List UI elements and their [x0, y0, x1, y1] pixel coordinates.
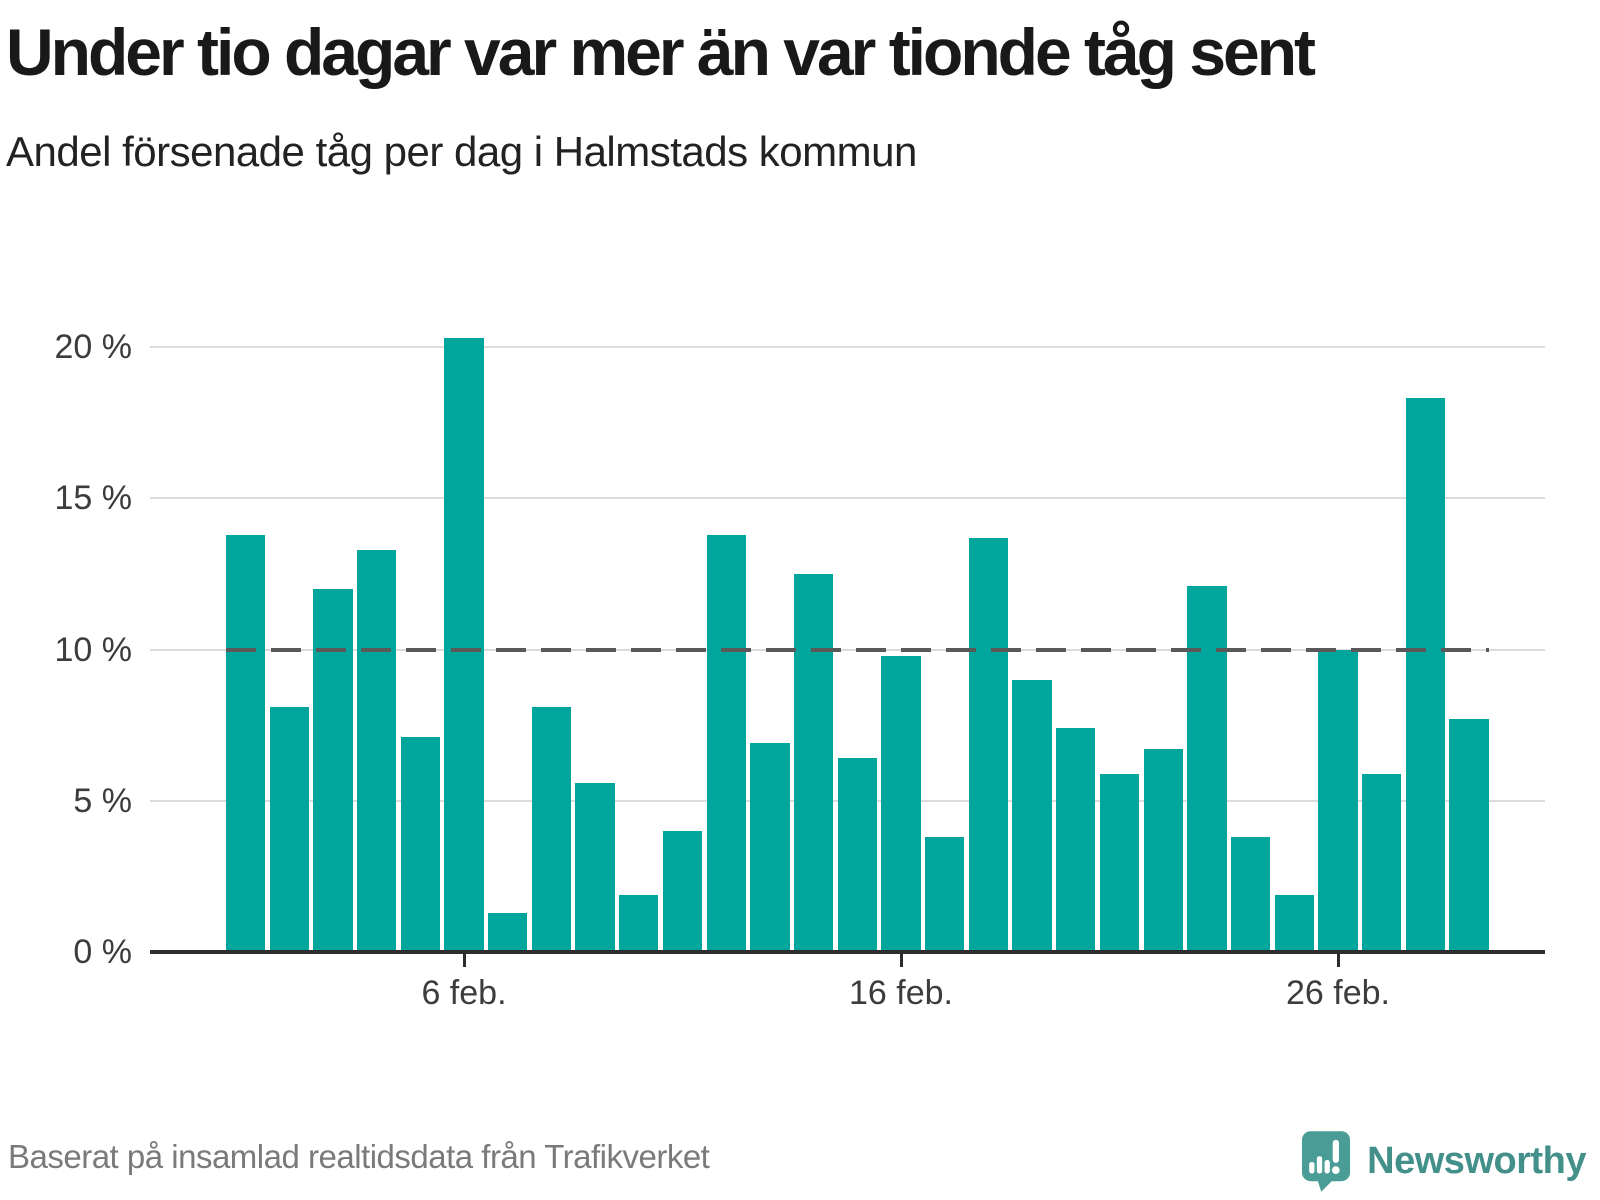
bar-feb-26	[1318, 649, 1358, 952]
page-subtitle: Andel försenade tåg per dag i Halmstads …	[6, 128, 917, 175]
x-axis-line	[150, 950, 1545, 954]
bar-feb-14	[793, 573, 834, 952]
bar-feb-19	[1012, 679, 1052, 952]
bar-feb-2	[269, 706, 309, 952]
gridline-20pct	[150, 346, 1545, 348]
y-axis-label-15: 15 %	[54, 479, 133, 518]
y-axis-label-20: 20 %	[54, 328, 133, 366]
brand-logo: Newsworthy	[1301, 1130, 1586, 1192]
x-tick-16-feb	[899, 954, 903, 967]
x-axis-label-6-feb: 6 feb.	[421, 974, 507, 1012]
x-tick-26-feb	[1336, 954, 1340, 967]
bar-feb-10	[619, 894, 659, 952]
x-axis-label-26-feb: 26 feb.	[1286, 974, 1390, 1012]
bar-feb-23	[1187, 585, 1227, 952]
bar-feb-17	[925, 837, 965, 952]
page-title: Under tio dagar var mer än var tionde tå…	[6, 15, 1316, 89]
y-axis-label-5: 5 %	[73, 781, 132, 820]
bar-feb-13	[750, 743, 790, 952]
bar-feb-22	[1143, 749, 1183, 952]
speech-bubble-shape	[1302, 1131, 1351, 1182]
bar-feb-7	[488, 912, 528, 952]
source-note: Baserat på insamlad realtidsdata från Tr…	[8, 1138, 710, 1175]
x-tick-6-feb	[462, 954, 466, 967]
bar-feb-11	[662, 831, 703, 952]
gridline-15pct	[150, 497, 1545, 500]
bar-feb-28	[1405, 398, 1446, 952]
reference-line-10pct	[225, 647, 1489, 652]
bar-feb-27	[1362, 773, 1402, 952]
bar-feb-5	[400, 737, 440, 952]
bar-feb-6	[444, 337, 484, 952]
brand-name: Newsworthy	[1367, 1139, 1586, 1182]
bar-feb-12	[706, 534, 746, 952]
bar-feb-15	[837, 758, 877, 952]
x-axis-label-16-feb: 16 feb.	[849, 974, 953, 1012]
bar-feb-3	[313, 589, 353, 952]
bar-feb-29	[1449, 719, 1489, 952]
bar-feb-4	[356, 549, 397, 952]
bar-feb-16	[881, 655, 921, 952]
speech-bubble-tail	[1317, 1179, 1334, 1192]
bar-feb-8	[531, 706, 572, 952]
bar-feb-1	[225, 534, 266, 952]
y-axis-label-0: 0 %	[73, 933, 132, 971]
bar-feb-21	[1099, 773, 1140, 952]
bar-feb-24	[1230, 837, 1271, 952]
bar-feb-18	[968, 537, 1009, 952]
bar-feb-20	[1056, 728, 1096, 952]
y-axis-label-10: 10 %	[54, 630, 133, 669]
bar-feb-25	[1274, 894, 1314, 952]
newsworthy-icon	[1301, 1130, 1351, 1192]
bar-feb-9	[575, 782, 615, 952]
plot-area: 20 % 15 % 10 % 5 % 0 % 6 feb. 16 feb. 26 feb.	[54, 328, 1545, 1012]
